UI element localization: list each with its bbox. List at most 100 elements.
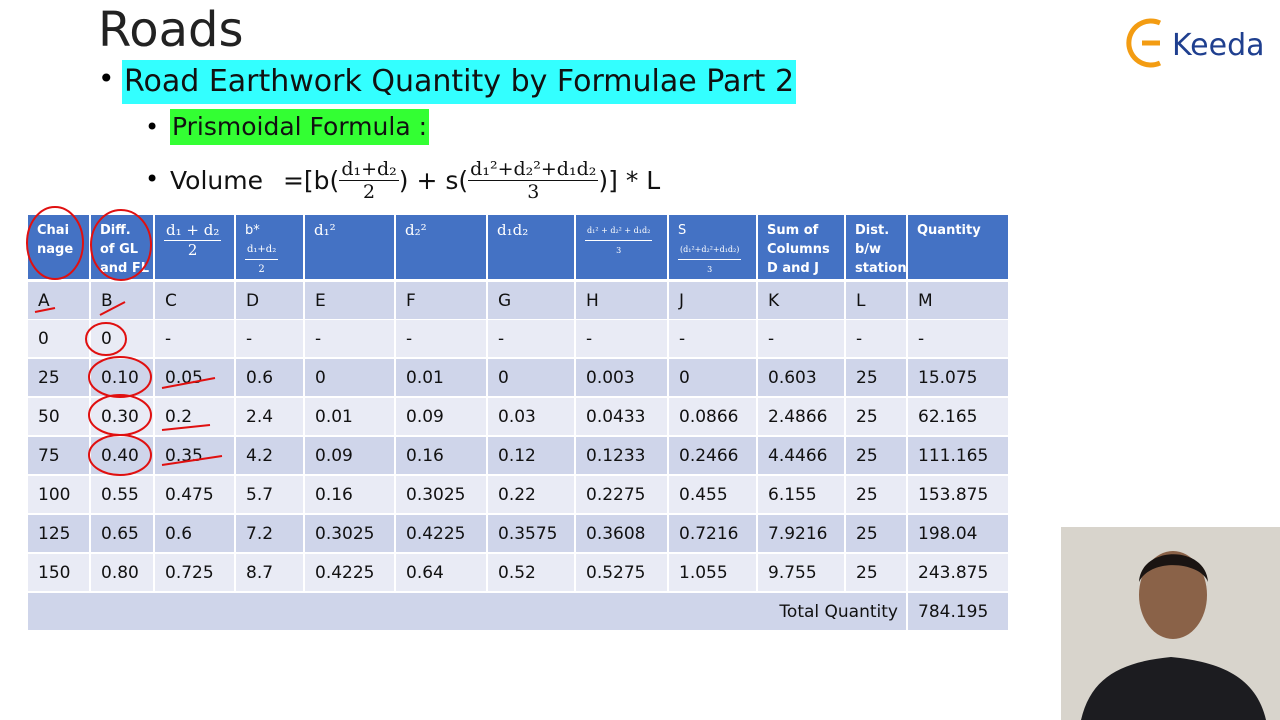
table-cell: 4.4466 [758,437,844,474]
table-cell: L [846,282,906,319]
table-cell: 0.30 [91,398,153,435]
table-cell: 0.1233 [576,437,667,474]
table-cell: 2.4866 [758,398,844,435]
formula-part: ) + s( [398,165,469,195]
presenter-face [1139,551,1207,639]
header-text: Dist. [855,223,890,238]
table-cell: 111.165 [908,437,1008,474]
fraction: d₁+d₂ 2 [339,158,399,203]
table-cell: 150 [28,554,89,591]
table-cell: 0.003 [576,359,667,396]
bullet-dot: • [98,62,115,95]
table-cell: 0.40 [91,437,153,474]
denominator: 2 [187,241,198,259]
numerator: d₁+d₂ [245,240,279,260]
slide-title: Roads [98,2,244,58]
table-cell: 0.0866 [669,398,756,435]
table-cell: E [305,282,394,319]
table-cell: A [28,282,89,319]
header-cell: d₁² + d₂² + d₁d₂ 3 [576,215,667,279]
formula-part: )] * L [598,165,661,195]
table-cell: 0.6 [236,359,303,396]
table-cell: - [669,320,756,357]
header-prefix: S [678,223,687,238]
header-text: Sum of [767,223,819,238]
table-cell: - [576,320,667,357]
table-cell: - [396,320,486,357]
table-cell: 153.875 [908,476,1008,513]
table-cell: 0.725 [155,554,234,591]
presenter-video [1061,527,1280,720]
presenter-hair [1139,554,1208,582]
table-cell: 0.7216 [669,515,756,552]
volume-label: Volume [170,165,263,195]
denominator: 3 [616,246,622,255]
header-text: nage [37,242,74,257]
table-cell: 25 [846,398,906,435]
header-text: Quantity [917,223,981,238]
table-cell: 2.4 [236,398,303,435]
table-cell: - [236,320,303,357]
header-cell: S (d₁²+d₂²+d₁d₂) 3 [669,215,756,279]
table-cell: 0.3025 [396,476,486,513]
table-cell: 0.09 [305,437,394,474]
header-prefix: b* [245,223,260,238]
header-cell: Quantity [908,215,1008,279]
logo: Keeda [1126,18,1265,68]
header-text: D and J [767,261,820,276]
header-cell: Diff. of GL and FL [91,215,153,279]
table-cell: 7.2 [236,515,303,552]
table-cell: 0.55 [91,476,153,513]
table-cell: 4.2 [236,437,303,474]
header-cell: d₁d₂ [488,215,574,279]
table-cell: 25 [846,437,906,474]
total-label: Total Quantity [28,593,906,630]
numerator: d₁ + d₂ [164,221,222,241]
table-cell: C [155,282,234,319]
table-cell: 0 [28,320,89,357]
table-cell: 0.52 [488,554,574,591]
table-cell: 0.65 [91,515,153,552]
header-cell: Dist. b/w station [846,215,907,279]
denominator: 3 [707,265,713,274]
numerator: (d₁²+d₂²+d₁d₂) [678,240,742,260]
table-cell: D [236,282,303,319]
table-cell: K [758,282,844,319]
table-cell: 0.35 [155,437,234,474]
table-cell: 0 [305,359,394,396]
table-cell: 62.165 [908,398,1008,435]
table-cell: 0.3608 [576,515,667,552]
table-cell: 25 [846,554,906,591]
table-cell: 198.04 [908,515,1008,552]
table-cell: 25 [846,515,906,552]
header-text: d₁² [314,221,336,239]
fraction: d₁ + d₂ 2 [164,221,222,260]
table-cell: 0.80 [91,554,153,591]
table-cell: - [155,320,234,357]
header-text: Diff. [100,223,131,238]
denominator: 2 [363,180,376,203]
table-cell: 25 [28,359,89,396]
table-cell: 25 [846,359,906,396]
table-cell: 75 [28,437,89,474]
table-cell: 0.475 [155,476,234,513]
table-cell: 0.2 [155,398,234,435]
sub-bullet: Prismoidal Formula : [170,109,430,145]
table-cell: 0.3575 [488,515,574,552]
table-cell: 0.2466 [669,437,756,474]
table-cell: - [305,320,394,357]
table-cell: 0.64 [396,554,486,591]
table-cell: 0.4225 [305,554,394,591]
table-cell: 0.09 [396,398,486,435]
table-cell: 1.055 [669,554,756,591]
table-cell: 0.16 [305,476,394,513]
table-cell: H [576,282,667,319]
table-cell: 7.9216 [758,515,844,552]
table-cell: M [908,282,1008,319]
table-cell: 0 [669,359,756,396]
table-cell: 0.12 [488,437,574,474]
header-text: and FL [100,261,150,276]
fraction: (d₁²+d₂²+d₁d₂) 3 [678,240,742,279]
table-cell: 243.875 [908,554,1008,591]
